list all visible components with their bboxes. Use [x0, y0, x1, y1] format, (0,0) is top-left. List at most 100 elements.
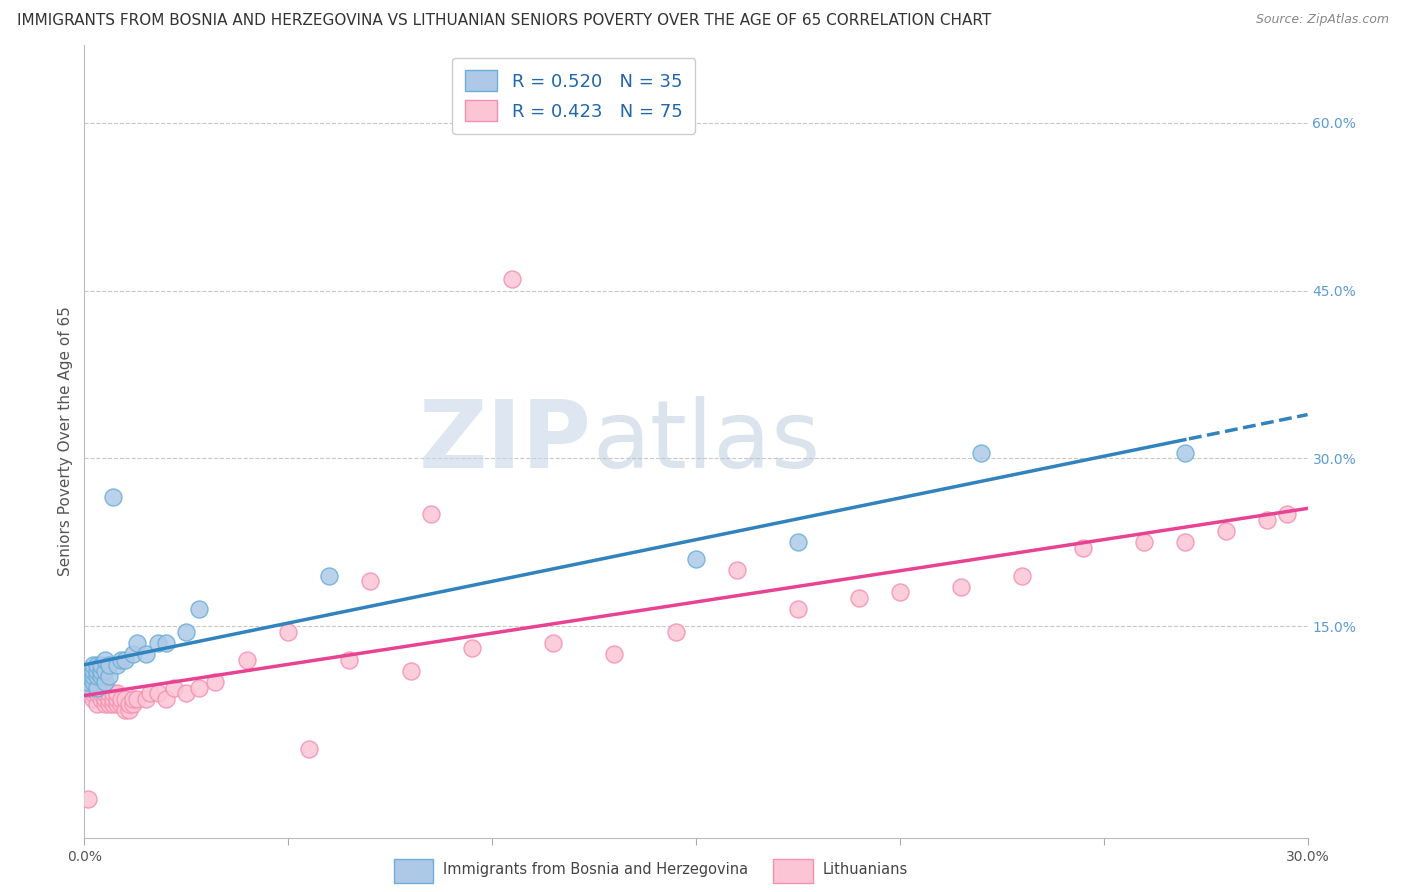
Point [86, 686, 108, 700]
Point [146, 636, 169, 650]
Point [97, 658, 120, 673]
Point [82, 669, 104, 683]
Point [82, 691, 104, 706]
Point [187, 602, 209, 616]
Point [105, 691, 128, 706]
Point [1256, 513, 1278, 527]
Point [77, 664, 100, 678]
Point [90, 669, 112, 683]
Point [77, 669, 100, 683]
Point [155, 636, 177, 650]
Point [93, 686, 115, 700]
Point [86, 681, 108, 695]
Point [127, 691, 149, 706]
Point [86, 669, 108, 683]
Point [82, 669, 104, 683]
Point [101, 698, 124, 712]
Point [86, 675, 108, 690]
FancyBboxPatch shape [394, 858, 433, 883]
Text: Lithuanians: Lithuanians [823, 863, 908, 877]
Point [90, 691, 112, 706]
Point [82, 675, 104, 690]
FancyBboxPatch shape [773, 858, 813, 883]
Point [127, 636, 149, 650]
Point [105, 698, 128, 712]
Point [204, 675, 226, 690]
Point [1215, 524, 1237, 538]
Point [90, 669, 112, 683]
Point [174, 624, 197, 639]
Point [889, 585, 911, 599]
Point [146, 686, 169, 700]
Point [118, 698, 141, 712]
Point [86, 681, 108, 695]
Point [90, 664, 112, 678]
Point [90, 658, 112, 673]
Point [236, 652, 259, 666]
Text: Immigrants from Bosnia and Herzegovina: Immigrants from Bosnia and Herzegovina [443, 863, 748, 877]
Point [93, 652, 115, 666]
Point [1011, 568, 1033, 582]
Point [77, 675, 100, 690]
Y-axis label: Seniors Poverty Over the Age of 65: Seniors Poverty Over the Age of 65 [58, 307, 73, 576]
Point [110, 698, 132, 712]
Point [502, 272, 524, 286]
Point [101, 691, 124, 706]
Point [97, 669, 120, 683]
Point [122, 647, 145, 661]
Point [543, 636, 565, 650]
Point [101, 491, 124, 505]
Point [461, 641, 484, 656]
Point [135, 647, 157, 661]
Point [105, 686, 128, 700]
Point [174, 686, 197, 700]
Point [725, 563, 748, 577]
Point [97, 686, 120, 700]
Legend: R = 0.520   N = 35, R = 0.423   N = 75: R = 0.520 N = 35, R = 0.423 N = 75 [453, 58, 695, 134]
Point [155, 691, 177, 706]
Point [1277, 507, 1299, 521]
Point [90, 686, 112, 700]
Point [110, 652, 132, 666]
Point [122, 698, 145, 712]
Point [1174, 446, 1197, 460]
Point [77, 675, 100, 690]
Point [114, 691, 136, 706]
Point [105, 658, 128, 673]
Point [77, 669, 100, 683]
Point [787, 535, 810, 549]
Point [277, 624, 299, 639]
Text: IMMIGRANTS FROM BOSNIA AND HERZEGOVINA VS LITHUANIAN SENIORS POVERTY OVER THE AG: IMMIGRANTS FROM BOSNIA AND HERZEGOVINA V… [17, 13, 991, 29]
Point [122, 691, 145, 706]
Point [93, 675, 115, 690]
Point [82, 658, 104, 673]
Point [603, 647, 626, 661]
Point [93, 664, 115, 678]
Point [82, 681, 104, 695]
Point [93, 681, 115, 695]
Point [97, 691, 120, 706]
Point [359, 574, 381, 589]
Point [420, 507, 443, 521]
Point [970, 446, 993, 460]
Point [187, 681, 209, 695]
Point [1133, 535, 1156, 549]
Point [114, 652, 136, 666]
Point [86, 698, 108, 712]
Point [685, 552, 707, 566]
Point [1073, 541, 1095, 555]
Point [77, 686, 100, 700]
Point [787, 602, 810, 616]
Point [318, 568, 340, 582]
Point [114, 703, 136, 717]
Point [82, 675, 104, 690]
Point [90, 681, 112, 695]
Point [77, 792, 100, 806]
Text: ZIP: ZIP [419, 395, 592, 488]
Point [138, 686, 160, 700]
Point [86, 664, 108, 678]
Point [298, 742, 321, 756]
Point [77, 681, 100, 695]
Point [1174, 535, 1197, 549]
Point [93, 691, 115, 706]
